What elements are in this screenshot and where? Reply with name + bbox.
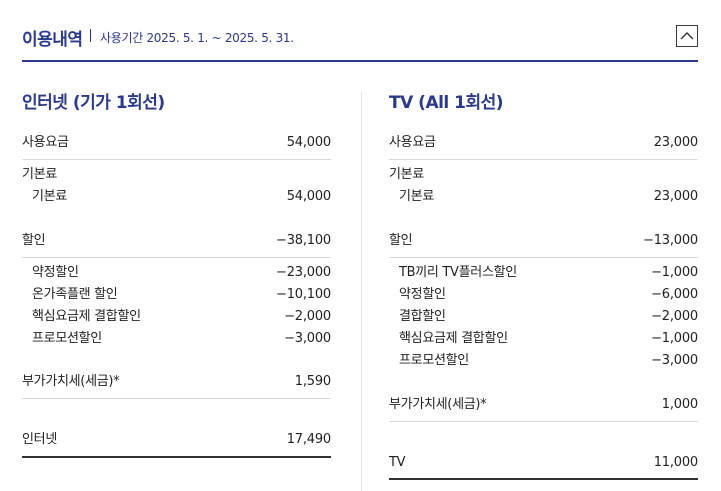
row-value: 23,000 — [653, 189, 698, 204]
row-label: 부가가치세(세금)* — [389, 397, 487, 412]
row-value: −6,000 — [651, 287, 698, 302]
row-value: −1,000 — [651, 265, 698, 280]
row-divider — [22, 398, 331, 399]
row-label: 온가족플랜 할인 — [32, 287, 118, 302]
row-value: −23,000 — [276, 265, 331, 280]
row-value: 54,000 — [286, 189, 331, 204]
tv-title: TV (All 1회선) — [389, 93, 504, 113]
total-divider — [22, 456, 331, 458]
row-value: −38,100 — [276, 233, 331, 248]
row-value: −3,000 — [284, 331, 331, 346]
internet-base-row: 기본료 54,000 — [22, 186, 331, 208]
row-label: 할인 — [389, 233, 413, 248]
internet-usage-row: 사용요금 54,000 — [22, 132, 331, 154]
row-label: 부가가치세(세금)* — [22, 374, 120, 389]
row-label: 인터넷 — [22, 432, 57, 447]
page-title: 이용내역 — [22, 30, 83, 50]
row-value: 11,000 — [653, 455, 698, 470]
tv-total-row: TV 11,000 — [389, 452, 698, 474]
row-label: TV — [389, 455, 406, 470]
row-label: 결합할인 — [399, 309, 446, 324]
row-divider — [389, 159, 698, 160]
row-label: 약정할인 — [32, 265, 79, 280]
internet-vat-row: 부가가치세(세금)* 1,590 — [22, 371, 331, 393]
row-value: 1,000 — [661, 397, 698, 412]
tv-base-row: 기본료 23,000 — [389, 186, 698, 208]
tv-discount-item: 결합할인 −2,000 — [389, 306, 698, 328]
usage-header: 이용내역 사용기간 2025. 5. 1. ~ 2025. 5. 31. — [22, 0, 698, 62]
tv-usage-row: 사용요금 23,000 — [389, 132, 698, 154]
row-value: 1,590 — [294, 374, 331, 389]
column-divider — [361, 92, 362, 491]
row-value: 54,000 — [286, 135, 331, 150]
row-divider — [389, 421, 698, 422]
row-value: −1,000 — [651, 331, 698, 346]
tv-discount-item: 핵심요금제 결합할인 −1,000 — [389, 328, 698, 350]
row-label: 프로모션할인 — [399, 353, 469, 368]
row-label: 사용요금 — [389, 135, 436, 150]
internet-title: 인터넷 (기가 1회선) — [22, 93, 165, 113]
tv-vat-row: 부가가치세(세금)* 1,000 — [389, 394, 698, 416]
title-separator — [90, 29, 91, 42]
row-value: −3,000 — [651, 353, 698, 368]
internet-discount-item: 핵심요금제 결합할인 −2,000 — [22, 306, 331, 328]
row-label: 프로모션할인 — [32, 331, 102, 346]
row-value: −2,000 — [284, 309, 331, 324]
row-label: TB끼리 TV플러스할인 — [399, 265, 517, 280]
row-divider — [389, 257, 698, 258]
tv-discount-item: TB끼리 TV플러스할인 −1,000 — [389, 262, 698, 284]
row-label: 사용요금 — [22, 135, 69, 150]
internet-total-row: 인터넷 17,490 — [22, 429, 331, 451]
tv-discount-row: 할인 −13,000 — [389, 230, 698, 252]
usage-period: 사용기간 2025. 5. 1. ~ 2025. 5. 31. — [100, 31, 294, 45]
row-label: 핵심요금제 결합할인 — [32, 309, 141, 324]
row-divider — [22, 257, 331, 258]
internet-discount-item: 온가족플랜 할인 −10,100 — [22, 284, 331, 306]
internet-discount-item: 약정할인 −23,000 — [22, 262, 331, 284]
collapse-button[interactable] — [676, 25, 698, 47]
row-label: 기본료 — [32, 189, 67, 204]
row-label: 약정할인 — [399, 287, 446, 302]
tv-base-group: 기본료 — [389, 164, 698, 186]
total-divider — [389, 478, 698, 480]
row-value: −2,000 — [651, 309, 698, 324]
row-value: −10,100 — [276, 287, 331, 302]
group-label: 기본료 — [389, 167, 424, 182]
internet-base-group: 기본료 — [22, 164, 331, 186]
row-label: 할인 — [22, 233, 46, 248]
row-label: 핵심요금제 결합할인 — [399, 331, 508, 346]
group-label: 기본료 — [22, 167, 57, 182]
tv-discount-item: 프로모션할인 −3,000 — [389, 350, 698, 372]
row-value: 23,000 — [653, 135, 698, 150]
row-value: 17,490 — [286, 432, 331, 447]
row-divider — [22, 159, 331, 160]
row-value: −13,000 — [643, 233, 698, 248]
internet-discount-row: 할인 −38,100 — [22, 230, 331, 252]
internet-discount-item: 프로모션할인 −3,000 — [22, 328, 331, 350]
tv-discount-item: 약정할인 −6,000 — [389, 284, 698, 306]
chevron-up-icon — [680, 32, 694, 40]
row-label: 기본료 — [399, 189, 434, 204]
